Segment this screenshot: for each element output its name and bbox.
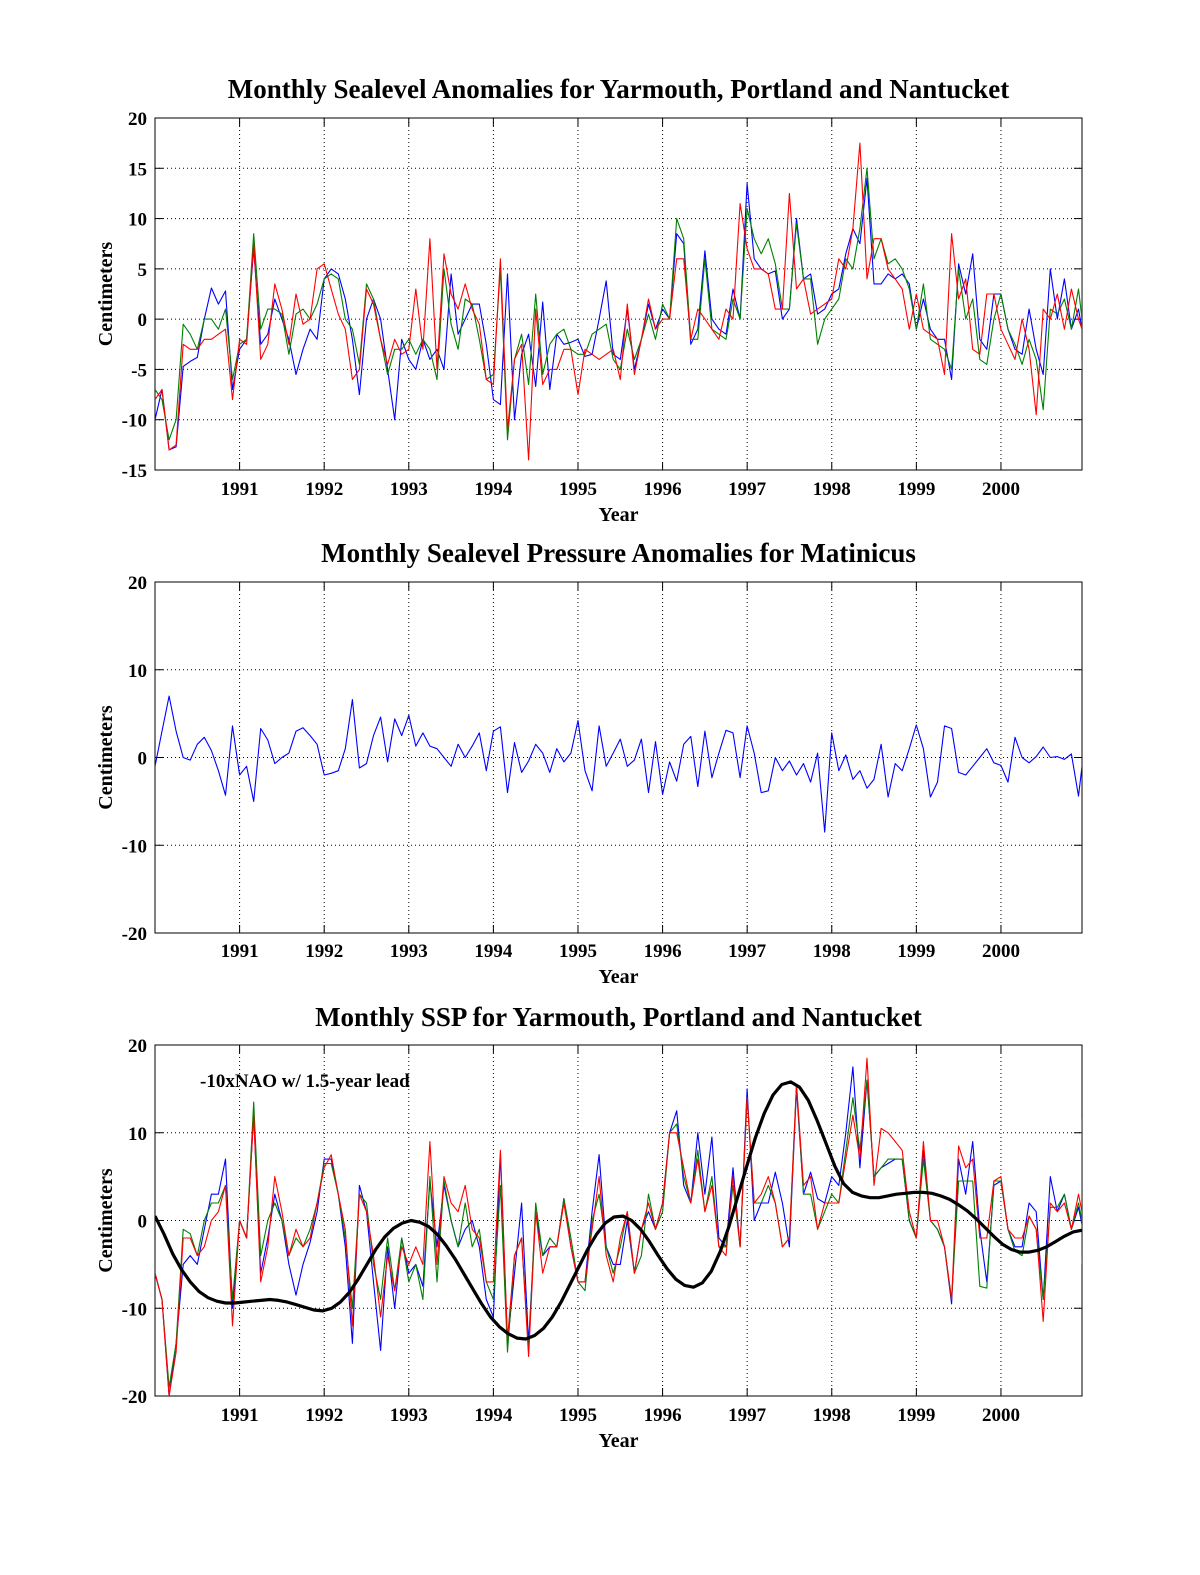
y-axis-label: Centimeters [95,705,117,810]
x-tick-label: 2000 [982,1405,1020,1426]
chart-title: Monthly Sealevel Pressure Anomalies for … [321,538,916,568]
y-tick-label: 0 [138,310,148,331]
y-tick-label: 10 [128,210,147,231]
nao-annotation: -10xNAO w/ 1.5-year lead [200,1071,410,1092]
y-tick-label: 0 [138,749,148,770]
y-tick-label: -10 [122,836,147,857]
y-tick-label: 5 [138,260,148,281]
x-tick-label: 1999 [897,1405,935,1426]
y-tick-label: 20 [128,109,147,130]
y-tick-label: 0 [138,1212,148,1233]
x-tick-label: 1994 [474,479,513,500]
y-tick-label: 10 [128,661,147,682]
series-line-1 [155,1066,1082,1396]
x-tick-label: 1992 [305,1405,343,1426]
plot-frame [154,117,1083,471]
y-axis-label: Centimeters [95,242,117,347]
x-tick-label: 1993 [390,479,428,500]
series-line-2 [155,1079,1082,1388]
x-tick-label: 2000 [982,941,1020,962]
y-tick-label: 20 [128,573,147,594]
y-tick-label: -20 [122,924,147,945]
y-tick-label: -20 [122,1387,147,1408]
series-line-1 [155,177,1082,451]
x-tick-label: 1992 [305,479,343,500]
plot-frame [154,1044,1083,1397]
x-tick-label: 1996 [644,479,682,500]
x-tick-label: 1997 [728,1405,767,1426]
series-line-2 [155,167,1082,441]
chart-title: Monthly Sealevel Anomalies for Yarmouth,… [228,74,1010,104]
y-axis-label: Centimeters [95,1168,117,1273]
y-tick-label: -10 [122,1299,147,1320]
x-tick-label: 1997 [728,479,767,500]
x-tick-label: 1991 [221,479,259,500]
x-tick-label: 1995 [559,1405,597,1426]
y-tick-label: 20 [128,1036,147,1057]
x-tick-label: 1994 [474,941,513,962]
panel-1: Monthly Sealevel Anomalies for Yarmouth,… [95,74,1083,526]
x-tick-label: 1996 [644,941,682,962]
x-tick-label: 1993 [390,941,428,962]
series-line-3 [155,142,1082,461]
x-tick-label: 1998 [813,479,851,500]
x-tick-label: 1994 [474,1405,513,1426]
x-tick-label: 1996 [644,1405,682,1426]
y-tick-label: -10 [122,411,147,432]
x-axis-label: Year [599,1430,639,1452]
x-tick-label: 1993 [390,1405,428,1426]
x-tick-label: 2000 [982,479,1020,500]
x-tick-label: 1997 [728,941,767,962]
x-axis-label: Year [599,504,639,526]
plot-frame [154,581,1083,934]
x-tick-label: 1995 [559,479,597,500]
x-tick-label: 1998 [813,1405,851,1426]
panel-2: Monthly Sealevel Pressure Anomalies for … [95,538,1083,988]
panel-3: Monthly SSP for Yarmouth, Portland and N… [95,1002,1083,1452]
y-tick-label: 10 [128,1124,147,1145]
x-tick-label: 1999 [897,479,935,500]
series-line-1 [155,695,1082,833]
y-tick-label: -5 [131,360,147,381]
nao-series-line [155,1080,1082,1341]
y-tick-label: -15 [122,461,147,482]
y-tick-label: 15 [128,159,147,180]
x-tick-label: 1992 [305,941,343,962]
x-tick-label: 1995 [559,941,597,962]
chart-title: Monthly SSP for Yarmouth, Portland and N… [315,1002,922,1032]
x-tick-label: 1991 [221,1405,259,1426]
series-line-3 [155,1057,1082,1396]
x-axis-label: Year [599,966,639,988]
x-tick-label: 1999 [897,941,935,962]
x-tick-label: 1991 [221,941,259,962]
x-tick-label: 1998 [813,941,851,962]
